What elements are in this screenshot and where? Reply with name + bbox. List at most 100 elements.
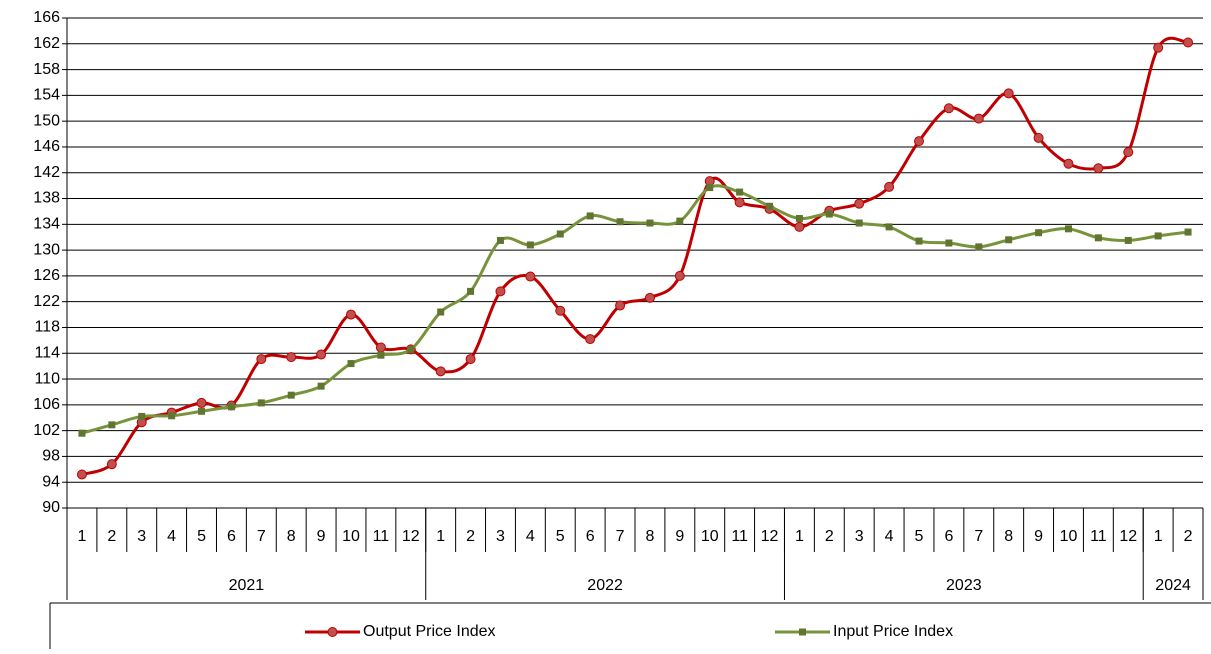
y-tick-label: 130 — [33, 241, 60, 258]
x-tick-label: 10 — [1060, 528, 1078, 545]
marker — [465, 354, 476, 365]
x-tick-label: 2 — [1184, 528, 1193, 545]
x-tick-label: 6 — [586, 528, 595, 545]
marker — [495, 286, 506, 297]
x-group-label: 2023 — [946, 577, 982, 594]
marker — [377, 351, 385, 359]
marker — [674, 270, 685, 281]
marker — [585, 334, 596, 345]
marker — [327, 627, 338, 637]
x-tick-label: 1 — [1154, 528, 1163, 545]
marker — [1093, 163, 1104, 174]
x-tick-label: 5 — [556, 528, 565, 545]
y-tick-label: 98 — [42, 448, 60, 465]
x-tick-label: 8 — [1004, 528, 1013, 545]
y-tick-label: 122 — [33, 293, 60, 310]
x-tick-label: 5 — [197, 528, 206, 545]
y-tick-label: 102 — [33, 422, 60, 439]
marker — [346, 309, 356, 320]
marker — [1035, 229, 1043, 237]
marker — [496, 236, 504, 244]
y-tick-label: 166 — [33, 9, 60, 26]
x-tick-label: 1 — [77, 528, 86, 545]
marker — [555, 305, 566, 316]
x-tick-label: 8 — [645, 528, 654, 545]
marker — [256, 354, 267, 365]
x-tick-label: 7 — [616, 528, 625, 545]
x-tick-label: 6 — [944, 528, 953, 545]
marker — [736, 188, 744, 196]
y-tick-label: 142 — [33, 164, 60, 181]
x-tick-label: 11 — [731, 528, 748, 545]
marker — [76, 469, 87, 480]
marker — [1123, 147, 1134, 158]
marker — [1184, 228, 1192, 236]
y-tick-label: 118 — [34, 319, 60, 336]
x-tick-label: 2 — [107, 528, 116, 545]
marker — [795, 215, 803, 223]
marker — [78, 429, 86, 437]
marker — [347, 360, 355, 368]
y-tick-label: 94 — [42, 473, 60, 490]
marker — [794, 221, 805, 232]
x-tick-label: 12 — [402, 528, 420, 545]
x-tick-label: 4 — [885, 528, 894, 545]
x-tick-label: 3 — [496, 528, 505, 545]
x-tick-label: 3 — [855, 528, 864, 545]
marker — [676, 217, 684, 225]
x-tick-label: 4 — [167, 528, 176, 545]
marker — [854, 198, 865, 209]
marker — [1005, 236, 1013, 244]
marker — [1064, 225, 1072, 233]
marker — [435, 366, 446, 377]
x-group-label: 2024 — [1155, 577, 1191, 594]
x-tick-label: 9 — [1034, 528, 1043, 545]
marker — [138, 412, 146, 420]
marker — [316, 349, 327, 360]
legend-label: Output Price Index — [363, 623, 496, 640]
y-tick-label: 110 — [34, 370, 60, 387]
y-tick-label: 154 — [33, 87, 60, 104]
y-tick-label: 158 — [33, 61, 60, 78]
x-tick-label: 3 — [137, 528, 146, 545]
marker — [407, 345, 415, 353]
marker — [973, 113, 984, 124]
marker — [615, 300, 626, 311]
marker — [317, 382, 325, 390]
y-tick-label: 90 — [42, 499, 60, 516]
marker — [1003, 88, 1014, 99]
x-tick-label: 9 — [317, 528, 326, 545]
x-tick-label: 2 — [825, 528, 834, 545]
y-tick-label: 106 — [33, 396, 60, 413]
marker — [945, 239, 953, 247]
marker — [467, 287, 475, 295]
marker — [616, 218, 624, 226]
marker — [1183, 37, 1194, 48]
x-tick-label: 11 — [373, 528, 390, 545]
marker — [885, 223, 893, 231]
marker — [106, 459, 117, 470]
x-tick-label: 1 — [436, 528, 445, 545]
x-tick-label: 9 — [675, 528, 684, 545]
marker — [706, 184, 714, 192]
marker — [914, 136, 924, 147]
marker — [1094, 234, 1102, 242]
marker — [375, 342, 386, 353]
x-tick-label: 12 — [761, 528, 779, 545]
x-tick-label: 10 — [701, 528, 719, 545]
marker — [734, 197, 745, 208]
marker — [975, 243, 983, 251]
marker — [1033, 132, 1044, 143]
marker — [884, 181, 895, 192]
marker — [437, 308, 445, 316]
y-tick-label: 134 — [33, 216, 60, 233]
x-tick-label: 7 — [974, 528, 983, 545]
x-tick-label: 12 — [1119, 528, 1137, 545]
x-tick-label: 7 — [257, 528, 266, 545]
x-group-label: 2021 — [229, 577, 265, 594]
marker — [766, 202, 774, 210]
marker — [198, 407, 206, 415]
marker — [646, 219, 654, 227]
legend-label: Input Price Index — [833, 623, 953, 640]
